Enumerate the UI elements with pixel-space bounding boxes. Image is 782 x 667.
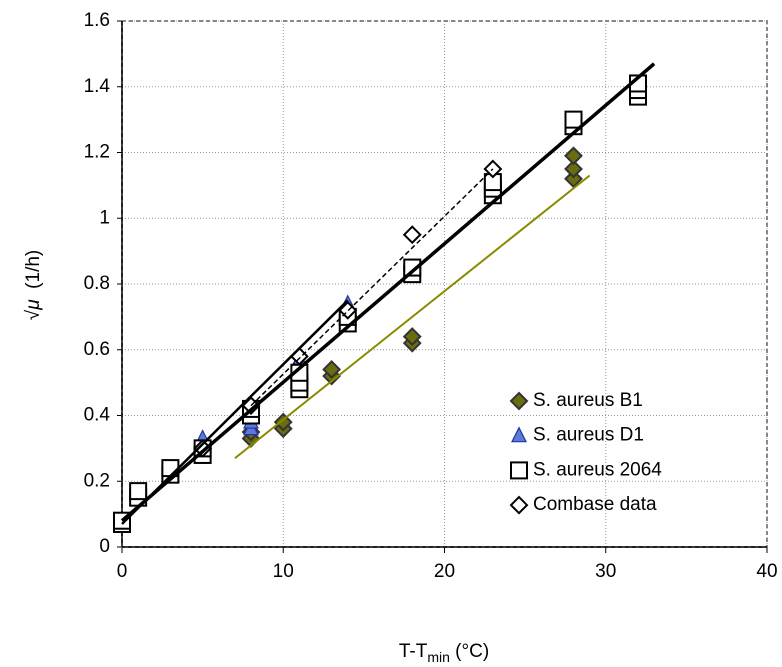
x-tick-label: 20 — [434, 561, 455, 582]
point — [273, 412, 293, 432]
point — [129, 482, 148, 501]
x-tick-label: 10 — [273, 561, 294, 582]
trend-line — [121, 299, 349, 525]
y-tick-label: 1.6 — [84, 10, 110, 31]
point — [564, 146, 583, 166]
x-label-sub: min — [427, 649, 450, 665]
y-tick-label: 0.2 — [84, 470, 110, 491]
y-tick-label: 1.4 — [84, 76, 111, 97]
trend-line — [120, 62, 656, 523]
legend-marker — [510, 461, 528, 480]
legend-label: Combase data — [533, 494, 657, 515]
y-tick-label: 0 — [99, 536, 110, 557]
x-label-main: T-T — [399, 641, 428, 662]
y-tick-label: 0.4 — [84, 405, 111, 426]
y-label-mu: μ — [23, 299, 44, 311]
x-tick-label: 30 — [595, 561, 616, 582]
x-tick-label: 0 — [117, 561, 128, 582]
point — [403, 258, 422, 277]
x-label-unit: (°C) — [450, 641, 489, 662]
x-tick-label: 40 — [756, 561, 777, 582]
x-axis-label: T-Tmin (°C) — [399, 641, 489, 665]
y-label-root: √ — [23, 309, 44, 320]
point — [564, 169, 583, 189]
point — [322, 360, 342, 379]
point — [402, 225, 422, 245]
y-label-unit: (1/h) — [23, 250, 44, 300]
y-tick-label: 1 — [99, 207, 110, 228]
y-axis-label: √μ (1/h) — [23, 250, 44, 320]
y-tick-label: 0.6 — [84, 339, 110, 360]
legend-marker — [511, 426, 527, 443]
trend-line — [234, 174, 591, 460]
legend-label: S. aureus D1 — [533, 425, 644, 446]
legend-marker — [509, 391, 529, 411]
legend-label: S. aureus 2064 — [533, 459, 662, 480]
point — [402, 327, 422, 347]
point — [564, 159, 583, 179]
y-tick-label: 1.2 — [84, 142, 110, 163]
trend-line — [250, 168, 494, 407]
y-tick-label: 0.8 — [84, 273, 110, 294]
legend-label: S. aureus B1 — [533, 390, 643, 411]
point — [564, 110, 583, 129]
legend-marker — [509, 495, 529, 515]
